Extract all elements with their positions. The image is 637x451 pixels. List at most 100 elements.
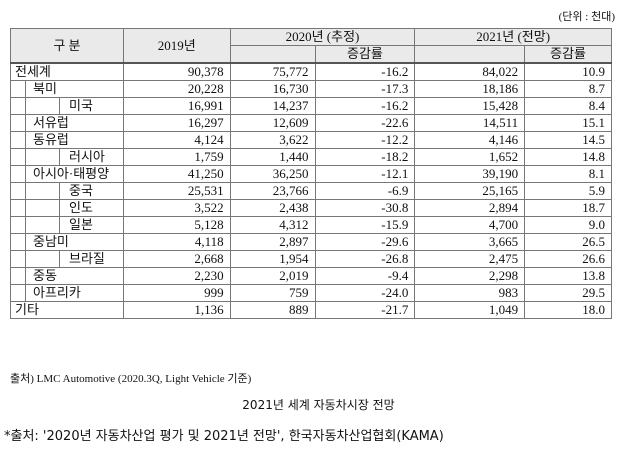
value-cell: 5.9	[524, 182, 612, 200]
indent-line	[25, 165, 26, 183]
value-cell: -12.2	[314, 131, 416, 149]
value-cell: 14,237	[229, 97, 316, 115]
value-cell: 36,250	[229, 165, 316, 183]
value-cell: 39,190	[414, 165, 526, 183]
value-cell: 1,652	[414, 148, 526, 166]
indent-line	[25, 131, 26, 149]
value-cell: 759	[229, 284, 316, 302]
table-row: 일본 5,128 4,312 -15.9 4,700 9.0	[10, 216, 612, 234]
table-body: 전세계 90,378 75,772 -16.2 84,022 10.9 북미 20,228 16…	[10, 62, 612, 319]
value-cell: 999	[122, 284, 231, 302]
indent-line	[25, 182, 26, 200]
value-cell: 75,772	[229, 62, 316, 81]
value-cell: 8.1	[524, 165, 612, 183]
indent-line	[59, 250, 60, 268]
table-row: 전세계 90,378 75,772 -16.2 84,022 10.9	[10, 62, 612, 81]
value-cell: -16.2	[314, 97, 416, 115]
row-label: 브라질	[69, 251, 105, 266]
header-cell	[229, 45, 316, 64]
indent-line	[25, 233, 26, 251]
value-cell: 16,297	[122, 114, 231, 132]
value-cell: 90,378	[122, 62, 231, 81]
row-label-cell: 일본	[10, 216, 124, 234]
value-cell: -15.9	[314, 216, 416, 234]
indent-line	[25, 250, 26, 268]
row-label-cell: 중동	[10, 267, 124, 285]
row-label: 중국	[69, 183, 93, 198]
value-cell: 16,730	[229, 80, 316, 98]
header-cell: 증감률	[524, 45, 612, 64]
value-cell: 16,991	[122, 97, 231, 115]
value-cell: 84,022	[414, 62, 526, 81]
header-cell: 2019년	[122, 28, 231, 64]
value-cell: 26.6	[524, 250, 612, 268]
row-label: 서유럽	[33, 115, 69, 130]
row-label: 일본	[69, 217, 93, 232]
value-cell: 1,954	[229, 250, 316, 268]
caption: 2021년 세계 자동차시장 전망	[242, 398, 395, 412]
table-row: 아프리카 999 759 -24.0 983 29.5	[10, 284, 612, 302]
value-cell: -21.7	[314, 301, 416, 319]
row-label: 전세계	[15, 64, 51, 79]
table-row: 러시아 1,759 1,440 -18.2 1,652 14.8	[10, 148, 612, 166]
value-cell: 2,298	[414, 267, 526, 285]
value-cell: 9.0	[524, 216, 612, 234]
row-label-cell: 러시아	[10, 148, 124, 166]
value-cell: 2,019	[229, 267, 316, 285]
value-cell: 2,894	[414, 199, 526, 217]
row-label: 북미	[33, 81, 57, 96]
value-cell: -16.2	[314, 62, 416, 81]
value-cell: 3,665	[414, 233, 526, 251]
value-cell: 25,165	[414, 182, 526, 200]
table-row: 브라질 2,668 1,954 -26.8 2,475 26.6	[10, 250, 612, 268]
value-cell: 4,146	[414, 131, 526, 149]
value-cell: 15.1	[524, 114, 612, 132]
indent-line	[25, 80, 26, 98]
value-cell: 8.7	[524, 80, 612, 98]
row-label-cell: 중남미	[10, 233, 124, 251]
header-row: 구 분 2019년 2020년 (추정) 2021년 (전망)	[10, 28, 612, 64]
indent-line	[59, 199, 60, 217]
indent-line	[25, 267, 26, 285]
value-cell: 5,128	[122, 216, 231, 234]
value-cell: 2,668	[122, 250, 231, 268]
value-cell: 1,440	[229, 148, 316, 166]
table-header: 구 분 2019년 2020년 (추정) 2021년 (전망) 증감률 증감률	[10, 28, 612, 64]
header-cell: 2021년 (전망)	[414, 28, 612, 46]
row-label-cell: 중국	[10, 182, 124, 200]
source-note: 출처) LMC Automotive (2020.3Q, Light Vehic…	[10, 373, 252, 385]
row-label-cell: 미국	[10, 97, 124, 115]
indent-line	[59, 97, 60, 115]
table-row: 기타 1,136 889 -21.7 1,049 18.0	[10, 301, 612, 319]
row-label: 러시아	[69, 149, 105, 164]
value-cell: 26.5	[524, 233, 612, 251]
value-cell: 2,438	[229, 199, 316, 217]
value-cell: -22.6	[314, 114, 416, 132]
header-cell: 구 분	[10, 28, 124, 64]
value-cell: 29.5	[524, 284, 612, 302]
table-row: 중남미 4,118 2,897 -29.6 3,665 26.5	[10, 233, 612, 251]
row-label-cell: 인도	[10, 199, 124, 217]
indent-line	[59, 182, 60, 200]
value-cell: 889	[229, 301, 316, 319]
value-cell: 2,897	[229, 233, 316, 251]
table-row: 중국 25,531 23,766 -6.9 25,165 5.9	[10, 182, 612, 200]
value-cell: 14,511	[414, 114, 526, 132]
value-cell: -6.9	[314, 182, 416, 200]
footnote: *출처: '2020년 자동차산업 평가 및 2021년 전망', 한국자동차산…	[4, 429, 444, 444]
value-cell: -26.8	[314, 250, 416, 268]
value-cell: 2,230	[122, 267, 231, 285]
table-row: 중동 2,230 2,019 -9.4 2,298 13.8	[10, 267, 612, 285]
indent-line	[25, 148, 26, 166]
indent-line	[25, 114, 26, 132]
value-cell: 4,124	[122, 131, 231, 149]
value-cell: 1,049	[414, 301, 526, 319]
value-cell: 15,428	[414, 97, 526, 115]
indent-line	[25, 284, 26, 302]
row-label-cell: 기타	[10, 301, 124, 319]
row-label-cell: 브라질	[10, 250, 124, 268]
table-row: 북미 20,228 16,730 -17.3 18,186 8.7	[10, 80, 612, 98]
value-cell: -12.1	[314, 165, 416, 183]
table-row: 서유럽 16,297 12,609 -22.6 14,511 15.1	[10, 114, 612, 132]
